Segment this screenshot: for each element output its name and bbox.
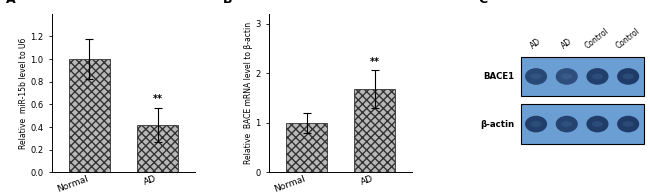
Text: AD: AD — [529, 36, 543, 50]
Ellipse shape — [586, 116, 608, 132]
Text: **: ** — [153, 94, 162, 104]
Bar — [521, 104, 644, 144]
Ellipse shape — [592, 74, 603, 79]
Ellipse shape — [592, 121, 603, 127]
Text: AD: AD — [560, 36, 574, 50]
Text: C: C — [478, 0, 488, 6]
Text: **: ** — [370, 57, 380, 67]
Text: BACE1: BACE1 — [484, 72, 514, 81]
Text: B: B — [223, 0, 233, 6]
Bar — [354, 89, 395, 172]
Ellipse shape — [561, 74, 572, 79]
Bar — [137, 125, 178, 172]
Ellipse shape — [561, 121, 572, 127]
Ellipse shape — [623, 121, 634, 127]
Text: Control: Control — [614, 26, 642, 50]
Y-axis label: Relative  miR-15b level to U6: Relative miR-15b level to U6 — [19, 37, 28, 149]
Ellipse shape — [525, 116, 547, 132]
Text: β-actin: β-actin — [480, 120, 514, 129]
Bar — [286, 123, 327, 172]
Text: Control: Control — [584, 26, 611, 50]
Ellipse shape — [617, 68, 639, 85]
Y-axis label: Relative  BACE mRNA level to β-actin: Relative BACE mRNA level to β-actin — [244, 22, 253, 164]
Bar — [69, 59, 110, 172]
Ellipse shape — [530, 74, 541, 79]
Text: A: A — [6, 0, 16, 6]
Ellipse shape — [530, 121, 541, 127]
Ellipse shape — [556, 116, 578, 132]
Ellipse shape — [623, 74, 634, 79]
Ellipse shape — [586, 68, 608, 85]
Bar — [521, 57, 644, 96]
Ellipse shape — [617, 116, 639, 132]
Ellipse shape — [525, 68, 547, 85]
Ellipse shape — [556, 68, 578, 85]
